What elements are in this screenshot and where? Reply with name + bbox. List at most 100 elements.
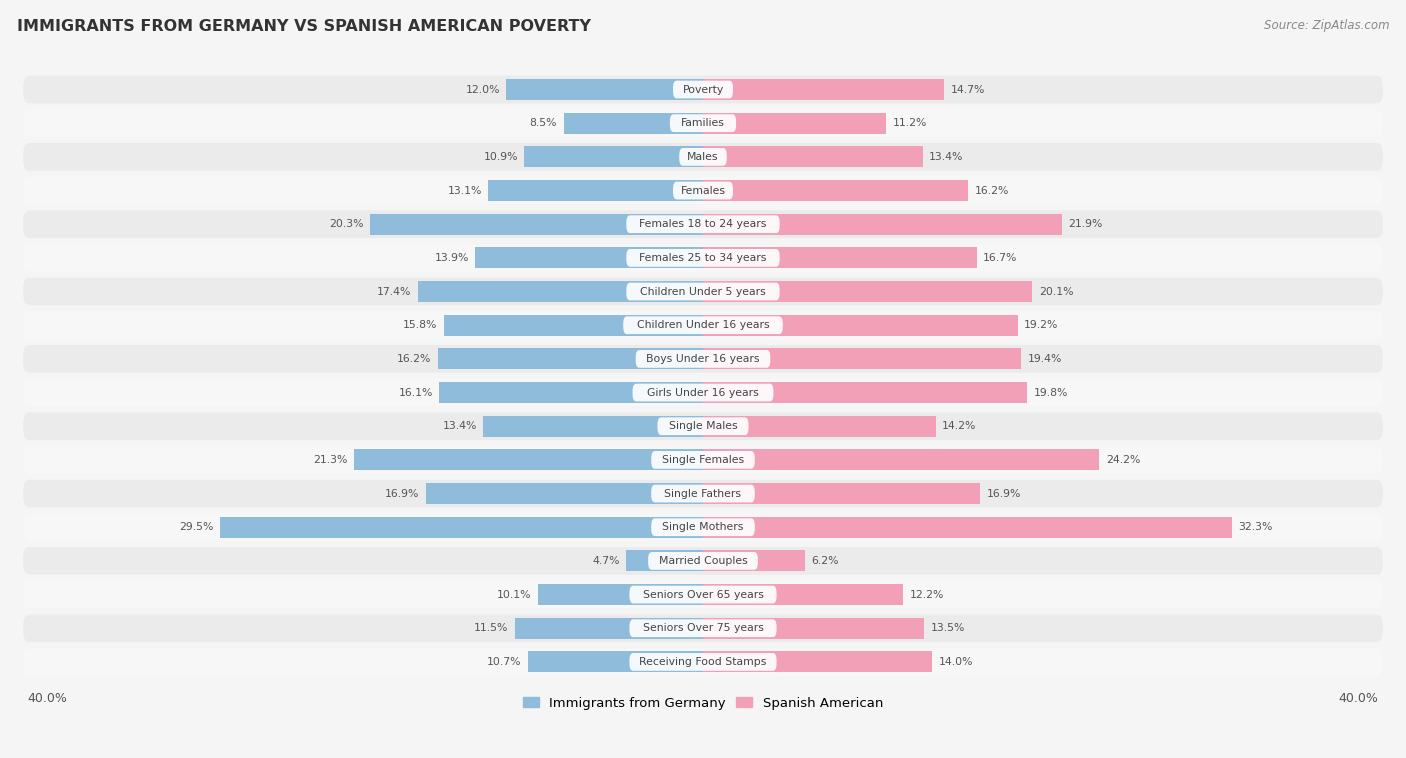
Bar — [426, 483, 703, 504]
FancyBboxPatch shape — [658, 418, 748, 435]
FancyBboxPatch shape — [669, 114, 737, 132]
FancyBboxPatch shape — [22, 581, 1384, 609]
Text: 16.2%: 16.2% — [396, 354, 432, 364]
FancyBboxPatch shape — [626, 249, 780, 267]
Text: Females 25 to 34 years: Females 25 to 34 years — [640, 253, 766, 263]
Bar — [444, 315, 703, 336]
Text: 24.2%: 24.2% — [1107, 455, 1140, 465]
Bar — [703, 382, 1028, 403]
Bar — [703, 349, 1021, 369]
Bar — [703, 247, 977, 268]
Bar — [703, 517, 1232, 537]
Bar — [703, 281, 1032, 302]
Text: Single Females: Single Females — [662, 455, 744, 465]
Text: Single Fathers: Single Fathers — [665, 489, 741, 499]
Text: 13.1%: 13.1% — [447, 186, 482, 196]
Text: 32.3%: 32.3% — [1239, 522, 1272, 532]
Text: 16.9%: 16.9% — [385, 489, 419, 499]
Bar — [484, 416, 703, 437]
FancyBboxPatch shape — [630, 653, 776, 671]
Text: 10.7%: 10.7% — [486, 657, 522, 667]
Bar — [703, 79, 943, 100]
FancyBboxPatch shape — [22, 412, 1384, 440]
FancyBboxPatch shape — [623, 316, 783, 334]
Bar — [703, 180, 969, 201]
FancyBboxPatch shape — [22, 244, 1384, 271]
Bar — [527, 651, 703, 672]
Text: 13.4%: 13.4% — [929, 152, 963, 162]
Text: 12.2%: 12.2% — [910, 590, 943, 600]
Bar — [703, 214, 1062, 235]
Bar — [439, 382, 703, 403]
FancyBboxPatch shape — [22, 379, 1384, 406]
FancyBboxPatch shape — [651, 451, 755, 468]
Bar — [524, 146, 703, 168]
Bar — [488, 180, 703, 201]
FancyBboxPatch shape — [22, 109, 1384, 137]
FancyBboxPatch shape — [626, 283, 780, 300]
Text: 11.5%: 11.5% — [474, 623, 508, 633]
Text: 13.5%: 13.5% — [931, 623, 965, 633]
FancyBboxPatch shape — [22, 648, 1384, 675]
Bar — [515, 618, 703, 639]
Text: Boys Under 16 years: Boys Under 16 years — [647, 354, 759, 364]
Bar — [418, 281, 703, 302]
Text: 4.7%: 4.7% — [592, 556, 620, 566]
Text: 17.4%: 17.4% — [377, 287, 412, 296]
Text: Married Couples: Married Couples — [658, 556, 748, 566]
Text: Single Mothers: Single Mothers — [662, 522, 744, 532]
FancyBboxPatch shape — [22, 446, 1384, 474]
Bar — [437, 349, 703, 369]
Text: 19.2%: 19.2% — [1024, 320, 1059, 330]
Text: 19.8%: 19.8% — [1033, 387, 1069, 397]
Text: 13.9%: 13.9% — [434, 253, 468, 263]
Text: 10.9%: 10.9% — [484, 152, 517, 162]
Text: Females 18 to 24 years: Females 18 to 24 years — [640, 219, 766, 229]
FancyBboxPatch shape — [22, 615, 1384, 642]
Text: 12.0%: 12.0% — [465, 85, 501, 95]
FancyBboxPatch shape — [22, 211, 1384, 238]
Text: 16.2%: 16.2% — [974, 186, 1010, 196]
Text: 8.5%: 8.5% — [530, 118, 557, 128]
FancyBboxPatch shape — [648, 552, 758, 570]
Text: 16.9%: 16.9% — [987, 489, 1021, 499]
Text: Children Under 5 years: Children Under 5 years — [640, 287, 766, 296]
Text: 19.4%: 19.4% — [1028, 354, 1062, 364]
Text: 14.0%: 14.0% — [939, 657, 973, 667]
FancyBboxPatch shape — [633, 384, 773, 402]
Bar — [703, 550, 804, 572]
FancyBboxPatch shape — [22, 480, 1384, 507]
Text: 13.4%: 13.4% — [443, 421, 477, 431]
FancyBboxPatch shape — [630, 586, 776, 603]
FancyBboxPatch shape — [636, 350, 770, 368]
Bar — [703, 651, 932, 672]
FancyBboxPatch shape — [626, 215, 780, 233]
FancyBboxPatch shape — [651, 484, 755, 503]
Bar — [703, 584, 903, 605]
Text: Seniors Over 75 years: Seniors Over 75 years — [643, 623, 763, 633]
Bar — [219, 517, 703, 537]
Bar — [626, 550, 703, 572]
Text: 10.1%: 10.1% — [496, 590, 531, 600]
Text: 20.1%: 20.1% — [1039, 287, 1073, 296]
Text: Males: Males — [688, 152, 718, 162]
Bar — [703, 113, 886, 133]
Bar — [703, 483, 980, 504]
Text: 21.3%: 21.3% — [314, 455, 347, 465]
Text: 14.2%: 14.2% — [942, 421, 977, 431]
Text: 16.1%: 16.1% — [398, 387, 433, 397]
Text: Girls Under 16 years: Girls Under 16 years — [647, 387, 759, 397]
FancyBboxPatch shape — [22, 277, 1384, 305]
FancyBboxPatch shape — [22, 143, 1384, 171]
Bar — [703, 449, 1099, 470]
Text: 16.7%: 16.7% — [983, 253, 1018, 263]
Text: 11.2%: 11.2% — [893, 118, 928, 128]
FancyBboxPatch shape — [630, 619, 776, 637]
Text: Seniors Over 65 years: Seniors Over 65 years — [643, 590, 763, 600]
FancyBboxPatch shape — [673, 182, 733, 199]
Text: 6.2%: 6.2% — [811, 556, 838, 566]
Bar — [703, 416, 935, 437]
Bar — [703, 146, 922, 168]
Bar — [537, 584, 703, 605]
Text: 20.3%: 20.3% — [329, 219, 364, 229]
